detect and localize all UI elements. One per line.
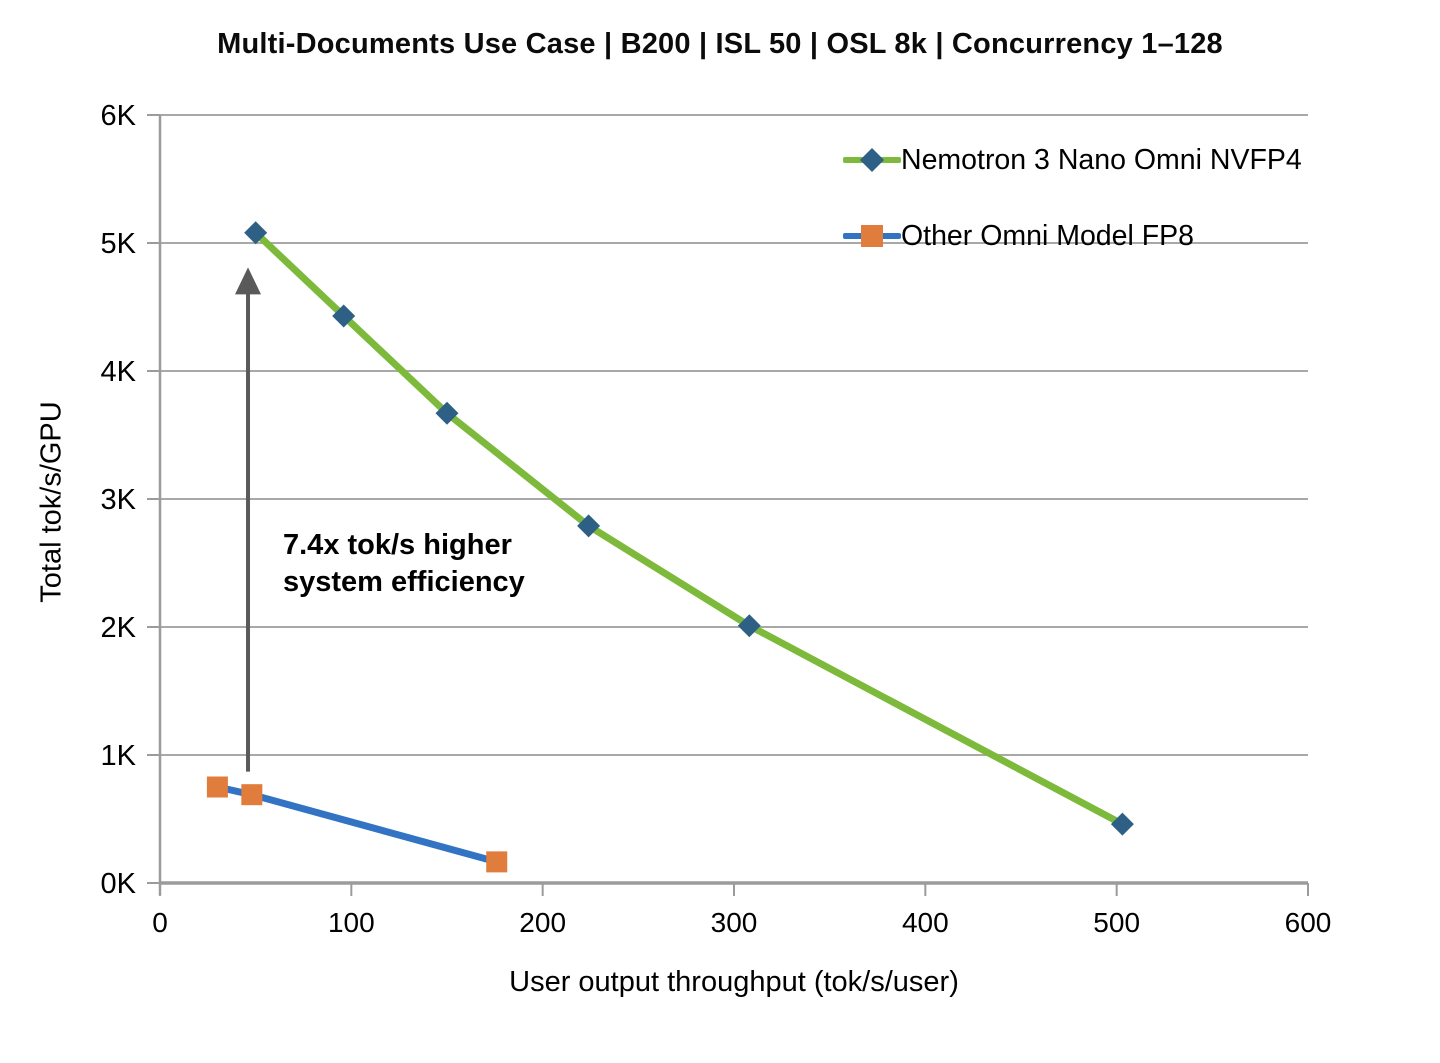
y-tick-label: 0K xyxy=(101,868,137,900)
data-point-diamond xyxy=(737,614,761,638)
x-tick-label: 300 xyxy=(711,907,758,938)
data-point-square xyxy=(241,784,263,806)
data-point-square xyxy=(486,851,508,873)
x-tick-label: 500 xyxy=(1093,907,1140,938)
x-tick-label: 200 xyxy=(519,907,566,938)
legend-swatch xyxy=(843,214,901,258)
square-marker-icon xyxy=(861,225,883,247)
annotation-line-1: 7.4x tok/s higher xyxy=(283,529,512,561)
y-axis-title: Total tok/s/GPU xyxy=(35,401,68,603)
chart-title: Multi-Documents Use Case | B200 | ISL 50… xyxy=(217,28,1223,60)
y-tick-label: 3K xyxy=(101,484,137,516)
legend-swatch xyxy=(843,138,901,182)
legend-item-0: Nemotron 3 Nano Omni NVFP4 xyxy=(843,138,1302,182)
data-point-square xyxy=(206,776,228,798)
y-tick-label: 4K xyxy=(101,356,137,388)
data-point-diamond xyxy=(244,221,268,245)
legend-label: Nemotron 3 Nano Omni NVFP4 xyxy=(901,144,1302,176)
x-tick-label: 600 xyxy=(1285,907,1332,938)
diamond-marker-icon xyxy=(859,147,885,173)
y-tick-label: 2K xyxy=(101,612,137,644)
efficiency-arrow-head xyxy=(235,267,262,295)
data-point-diamond xyxy=(1110,812,1134,836)
data-point-diamond xyxy=(577,514,601,538)
y-tick-label: 5K xyxy=(101,228,137,260)
data-point-diamond xyxy=(435,401,459,425)
annotation-line-2: system efficiency xyxy=(283,566,525,598)
legend-label: Other Omni Model FP8 xyxy=(901,220,1195,252)
series-line-0 xyxy=(252,229,1126,828)
y-tick-label: 6K xyxy=(101,100,137,132)
x-axis-title: User output throughput (tok/s/user) xyxy=(509,966,959,998)
data-point-diamond xyxy=(332,304,356,328)
x-tick-label: 100 xyxy=(328,907,375,938)
y-tick-label: 1K xyxy=(101,740,137,772)
x-tick-label: 400 xyxy=(902,907,949,938)
legend: Nemotron 3 Nano Omni NVFP4 Other Omni Mod… xyxy=(843,138,1302,258)
x-tick-label: 0 xyxy=(152,907,168,938)
annotation-text: 7.4x tok/s higher system efficiency xyxy=(283,527,525,601)
legend-item-1: Other Omni Model FP8 xyxy=(843,214,1302,258)
